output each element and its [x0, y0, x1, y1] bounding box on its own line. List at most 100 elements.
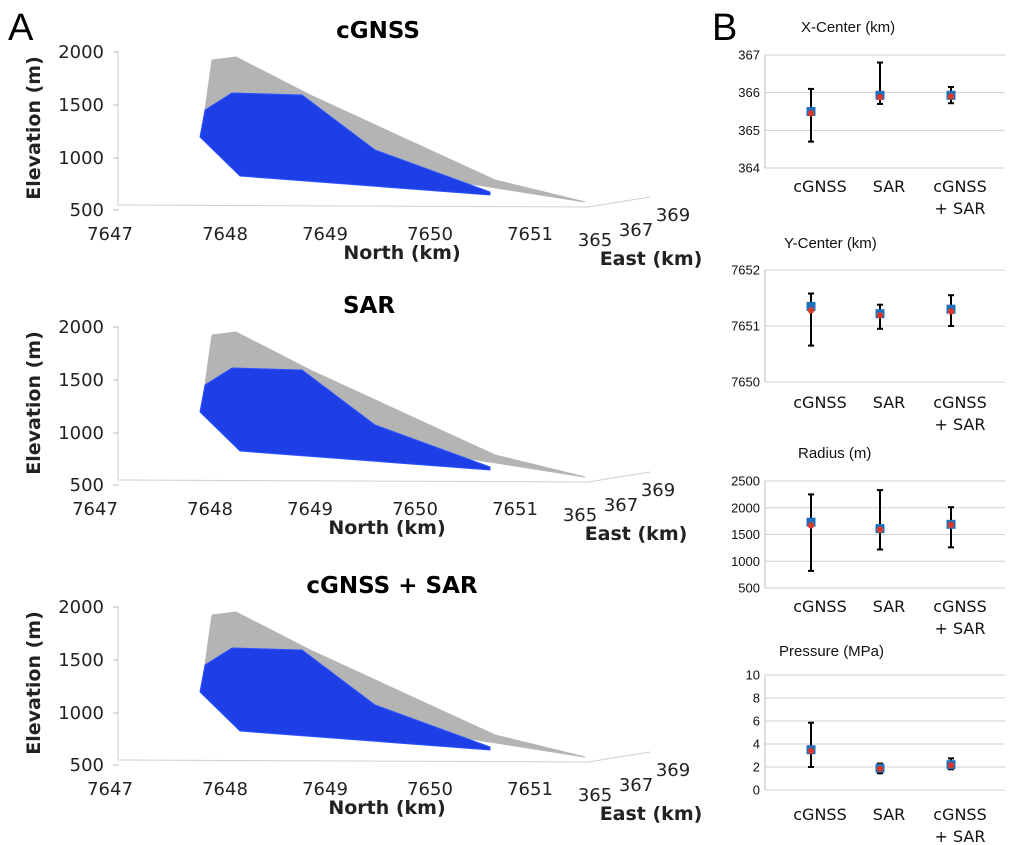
- y-tick-label: 1500: [731, 527, 760, 542]
- estimate-dot-marker: [807, 747, 815, 755]
- estimate-dot-marker: [876, 312, 884, 319]
- z-axis-title: Elevation (m): [23, 56, 45, 200]
- estimate-dot-marker: [947, 93, 955, 100]
- y-tick-label: 367: [738, 48, 760, 63]
- x-tick-label: 7648: [202, 224, 248, 245]
- z-tick-label: 500: [70, 200, 104, 221]
- surface-plot-title: cGNSS: [336, 18, 420, 44]
- y-tick-label: 369: [656, 205, 690, 226]
- y-tick-label: 6: [753, 714, 760, 729]
- y-tick-label: 4: [753, 737, 760, 752]
- y-tick-label: 7650: [731, 375, 760, 390]
- z-tick-label: 1500: [58, 95, 104, 116]
- category-label: SAR: [873, 393, 906, 412]
- estimate-dot-marker: [876, 765, 884, 772]
- fitted-surface: [199, 647, 491, 751]
- y-tick-label: 364: [738, 161, 760, 176]
- z-tick-label: 1500: [58, 370, 104, 391]
- category-label: cGNSS: [793, 805, 846, 824]
- surface-plot-2: SAR 2000 1500 1000 500 7647 7648 7649 7650 7651 36…: [23, 293, 687, 545]
- z-tick-label: 1000: [58, 148, 104, 169]
- x-axis-line: [117, 204, 589, 208]
- y-tick-label: 367: [619, 220, 653, 241]
- category-label: SAR: [873, 177, 906, 196]
- y-axis-line: [587, 471, 651, 483]
- surface-plot-3: cGNSS + SAR 2000 1500 1000 500 7647 7648 7649 76…: [23, 573, 702, 825]
- y-axis-title: East (km): [600, 248, 703, 270]
- z-tick-label: 2000: [58, 597, 104, 618]
- category-label: SAR: [873, 597, 906, 616]
- parameter-plot-title: Radius (m): [798, 445, 871, 462]
- z-tick-label: 1500: [58, 650, 104, 671]
- y-tick-label: 365: [563, 505, 597, 526]
- parameter-plot-title: X-Center (km): [801, 19, 895, 36]
- panel-b-parameter-plots: X-Center (km) 364 365 366 367 cGNSS SAR cGNSS + …: [731, 19, 1005, 845]
- category-label: cGNSS: [793, 393, 846, 412]
- estimate-dot-marker: [947, 762, 955, 769]
- category-label: cGNSS + SAR: [933, 177, 986, 218]
- y-tick-label: 367: [619, 775, 653, 796]
- category-label: cGNSS: [793, 597, 846, 616]
- parameter-plot-2: Y-Center (km) 7650 7651 7652 cGNSS SAR cGNSS + …: [731, 235, 1005, 434]
- y-tick-label: 369: [641, 480, 675, 501]
- y-tick-label: 2500: [731, 474, 760, 489]
- estimate-square-marker: [806, 301, 816, 311]
- y-tick-label: 366: [738, 85, 760, 100]
- z-tick-label: 1000: [58, 423, 104, 444]
- x-tick-label: 7649: [287, 499, 333, 520]
- category-label: cGNSS + SAR: [933, 393, 986, 434]
- parameter-plot-4: Pressure (MPa) 0 2 4 6 8 10 cGNSS SAR cGNSS + SAR: [746, 643, 1005, 845]
- estimate-square-marker: [806, 517, 816, 527]
- y-axis-line: [587, 751, 651, 763]
- z-tick-label: 2000: [58, 42, 104, 63]
- y-tick-label: 2: [753, 760, 760, 775]
- y-tick-label: 0: [753, 783, 760, 798]
- parameter-plot-3: Radius (m) 500 1000 1500 2000 2500 cGNSS SAR cGN…: [731, 445, 1005, 638]
- y-tick-label: 365: [578, 785, 612, 806]
- surface-plot-title: SAR: [343, 293, 395, 319]
- x-tick-label: 7647: [87, 779, 133, 800]
- x-tick-label: 7648: [202, 779, 248, 800]
- z-tick-label: 2000: [58, 317, 104, 338]
- z-tick-label: 500: [70, 755, 104, 776]
- z-axis-title: Elevation (m): [23, 331, 45, 475]
- x-tick-label: 7648: [187, 499, 233, 520]
- x-axis-title: North (km): [328, 797, 445, 819]
- x-tick-label: 7650: [407, 224, 453, 245]
- panel-label-b: B: [712, 7, 737, 49]
- estimate-dot-marker: [876, 93, 884, 101]
- x-axis-title: North (km): [343, 242, 460, 264]
- z-axis-title: Elevation (m): [23, 611, 45, 755]
- y-axis-line: [587, 196, 651, 208]
- category-label: cGNSS + SAR: [933, 597, 986, 638]
- y-tick-label: 365: [578, 230, 612, 251]
- y-tick-label: 369: [656, 760, 690, 781]
- x-tick-label: 7651: [507, 779, 553, 800]
- parameter-plot-1: X-Center (km) 364 365 366 367 cGNSS SAR cGNSS + …: [738, 19, 1005, 218]
- x-tick-label: 7650: [392, 499, 438, 520]
- parameter-plot-title: Y-Center (km): [784, 235, 877, 252]
- y-tick-label: 7652: [731, 263, 760, 278]
- y-tick-label: 8: [753, 691, 760, 706]
- y-tick-label: 500: [738, 581, 760, 596]
- x-axis-line: [117, 759, 589, 763]
- z-tick-label: 500: [70, 475, 104, 496]
- fitted-surface: [199, 367, 491, 471]
- x-tick-label: 7647: [72, 499, 118, 520]
- y-axis-title: East (km): [600, 803, 703, 825]
- y-tick-label: 7651: [731, 319, 760, 334]
- category-label: cGNSS: [793, 177, 846, 196]
- y-tick-label: 367: [604, 495, 638, 516]
- x-tick-label: 7651: [492, 499, 538, 520]
- y-tick-label: 10: [746, 668, 760, 683]
- x-tick-label: 7649: [302, 224, 348, 245]
- estimate-dot-marker: [876, 526, 884, 533]
- category-label: cGNSS + SAR: [933, 805, 986, 845]
- z-tick-label: 1000: [58, 703, 104, 724]
- x-axis-line: [117, 479, 589, 483]
- x-axis-title: North (km): [328, 517, 445, 539]
- category-label: SAR: [873, 805, 906, 824]
- panel-a-3d-plots: cGNSS 2000 1500 1000 500 7647 7648 7649 7650 7651…: [23, 18, 702, 825]
- y-axis-title: East (km): [585, 523, 688, 545]
